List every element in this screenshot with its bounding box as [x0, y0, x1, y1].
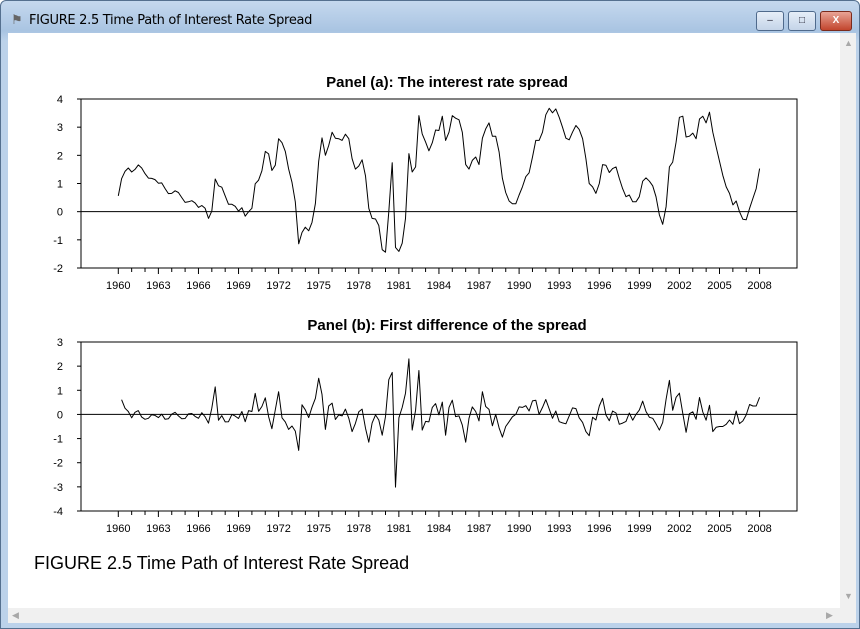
series-line: [117, 107, 761, 253]
minimize-button[interactable]: –: [756, 11, 784, 31]
scroll-right-icon[interactable]: ▶: [826, 610, 833, 620]
x-tick-label: 1981: [387, 523, 411, 535]
horizontal-scrollbar[interactable]: ◀ ▶: [8, 608, 840, 623]
resize-grip-icon[interactable]: [840, 608, 856, 623]
x-tick-label: 1969: [226, 523, 250, 535]
x-tick-label: 2008: [747, 523, 771, 535]
panel-b: Panel (b): First difference of the sprea…: [53, 317, 798, 535]
y-tick-label: 0: [57, 207, 63, 219]
x-tick-label: 1990: [507, 523, 531, 535]
vertical-scrollbar[interactable]: ▲ ▼: [840, 33, 856, 608]
x-tick-label: 1963: [146, 280, 170, 292]
y-tick-label: -1: [53, 434, 63, 446]
y-tick-label: 3: [57, 122, 63, 134]
x-tick-label: 2008: [747, 280, 771, 292]
window-title: FIGURE 2.5 Time Path of Interest Rate Sp…: [29, 13, 313, 28]
scroll-up-icon[interactable]: ▲: [844, 38, 853, 48]
figure-canvas: [8, 33, 840, 608]
y-tick-label: -2: [53, 458, 63, 470]
panel-a: Panel (a): The interest rate spread 4 3 2 1 0…: [53, 74, 798, 292]
y-tick-label: -1: [53, 235, 63, 247]
x-tick-label: 1993: [547, 523, 571, 535]
figure-icon: ⚑: [11, 12, 23, 27]
x-tick-label: 1978: [347, 523, 371, 535]
x-tick-label: 2005: [707, 280, 731, 292]
x-tick-label: 1999: [627, 523, 651, 535]
x-tick-label: 1975: [306, 523, 330, 535]
y-tick-label: -4: [53, 506, 63, 518]
figure-caption: FIGURE 2.5 Time Path of Interest Rate Sp…: [34, 553, 410, 573]
x-tick-label: 1978: [347, 280, 371, 292]
x-tick-label: 1966: [186, 280, 210, 292]
x-tick-label: 1990: [507, 280, 531, 292]
x-tick-label: 1987: [467, 523, 491, 535]
x-tick-label: 1969: [226, 280, 250, 292]
close-button[interactable]: X: [820, 11, 852, 31]
y-tick-label: 4: [57, 94, 63, 106]
y-tick-label: -2: [53, 263, 63, 275]
y-tick-label: 2: [57, 361, 63, 373]
scroll-left-icon[interactable]: ◀: [12, 610, 19, 620]
plot-frame: [80, 341, 798, 512]
y-tick-label: 0: [57, 409, 63, 421]
maximize-button[interactable]: □: [788, 11, 816, 31]
y-tick-label: 1: [57, 385, 63, 397]
x-tick-label: 1960: [106, 523, 130, 535]
y-tick-label: 2: [57, 150, 63, 162]
x-tick-label: 1972: [266, 523, 290, 535]
x-tick-label: 1993: [547, 280, 571, 292]
scroll-down-icon[interactable]: ▼: [844, 591, 853, 601]
x-tick-label: 1960: [106, 280, 130, 292]
x-tick-label: 2005: [707, 523, 731, 535]
x-tick-label: 1972: [266, 280, 290, 292]
x-tick-label: 1981: [387, 280, 411, 292]
x-tick-label: 1963: [146, 523, 170, 535]
x-tick-label: 1996: [587, 280, 611, 292]
x-tick-label: 1975: [306, 280, 330, 292]
y-tick-label: 1: [57, 179, 63, 191]
x-tick-label: 1996: [587, 523, 611, 535]
x-tick-label: 1984: [427, 280, 451, 292]
x-tick-label: 1999: [627, 280, 651, 292]
x-tick-label: 1984: [427, 523, 451, 535]
x-tick-label: 1987: [467, 280, 491, 292]
chart-title: Panel (b): First difference of the sprea…: [307, 317, 586, 334]
x-tick-label: 2002: [667, 280, 691, 292]
y-tick-label: 3: [57, 337, 63, 349]
plot-frame: [80, 98, 798, 269]
y-tick-label: -3: [53, 482, 63, 494]
x-tick-label: 2002: [667, 523, 691, 535]
chart-title: Panel (a): The interest rate spread: [326, 74, 568, 91]
series-line: [121, 358, 761, 488]
x-tick-label: 1966: [186, 523, 210, 535]
